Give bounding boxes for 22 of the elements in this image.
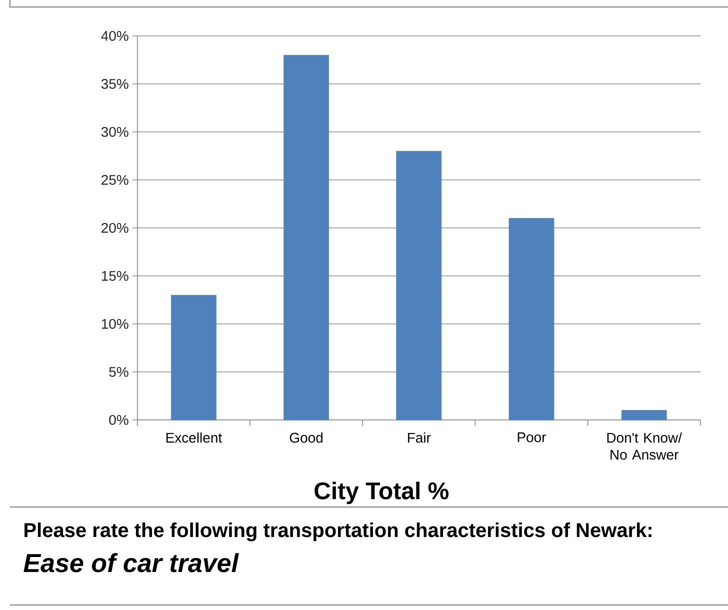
y-tick-label: 0% <box>109 414 128 425</box>
bar <box>284 54 329 420</box>
y-tick-label: 35% <box>101 78 128 89</box>
y-tick-label: 10% <box>102 318 128 329</box>
text: Ease of car travel <box>24 553 239 572</box>
bar <box>508 218 554 420</box>
x-tick-label: Excellent <box>166 432 222 443</box>
y-tick-label: 40% <box>101 30 128 41</box>
x-tick-label: Good <box>290 432 323 443</box>
y-tick-label: 25% <box>102 174 128 185</box>
x-tick-label: Poor <box>518 432 546 442</box>
x-tick-label: Don't Know/ No Answer <box>607 432 682 460</box>
bar <box>170 294 216 420</box>
y-tick-label: 5% <box>109 366 128 377</box>
bar <box>621 410 667 420</box>
y-tick-label: 15% <box>102 270 128 281</box>
bar <box>396 150 442 420</box>
text: Please rate the following transportation characteristics of Newark: <box>24 522 652 542</box>
y-tick-label: 30% <box>101 126 128 137</box>
x-axis-title: City Total % <box>314 482 449 504</box>
y-tick-label: 20% <box>102 222 128 233</box>
x-tick-label: Fair <box>408 432 431 443</box>
